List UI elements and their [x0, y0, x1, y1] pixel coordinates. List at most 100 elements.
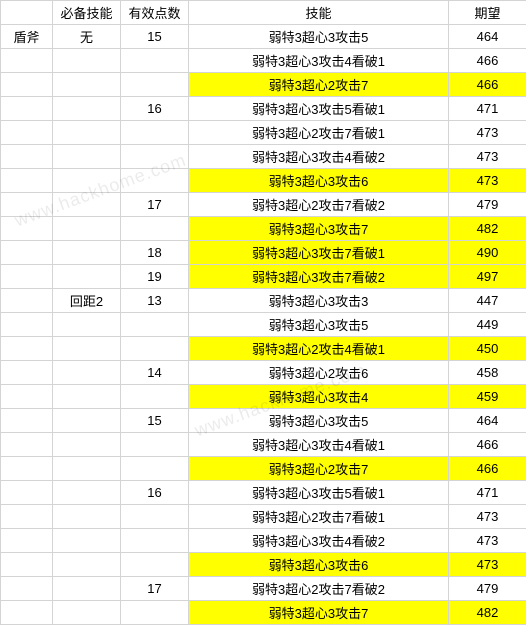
table-row: 弱特3超心2攻击7466 — [1, 73, 526, 97]
cell-skill: 弱特3超心3攻击7 — [189, 601, 449, 625]
cell-skill: 弱特3超心3攻击5 — [189, 313, 449, 337]
cell-required-skill — [53, 505, 121, 529]
cell-expectation: 471 — [449, 97, 526, 121]
cell-effective-points — [121, 385, 189, 409]
cell-effective-points — [121, 169, 189, 193]
table-row: 14弱特3超心2攻击6458 — [1, 361, 526, 385]
table-row: 弱特3超心2攻击7看破1473 — [1, 121, 526, 145]
table-row: 弱特3超心3攻击4看破2473 — [1, 529, 526, 553]
cell-effective-points — [121, 337, 189, 361]
cell-category — [1, 481, 53, 505]
cell-required-skill — [53, 73, 121, 97]
cell-expectation: 466 — [449, 433, 526, 457]
cell-skill: 弱特3超心2攻击7看破1 — [189, 505, 449, 529]
cell-skill: 弱特3超心3攻击5 — [189, 409, 449, 433]
cell-effective-points — [121, 145, 189, 169]
cell-category — [1, 529, 53, 553]
cell-effective-points — [121, 505, 189, 529]
cell-effective-points: 16 — [121, 97, 189, 121]
cell-expectation: 482 — [449, 217, 526, 241]
header-skill: 技能 — [189, 1, 449, 25]
cell-skill: 弱特3超心3攻击5 — [189, 25, 449, 49]
cell-expectation: 464 — [449, 409, 526, 433]
cell-effective-points — [121, 529, 189, 553]
cell-required-skill — [53, 169, 121, 193]
cell-category — [1, 601, 53, 625]
cell-effective-points: 15 — [121, 409, 189, 433]
cell-required-skill: 回距2 — [53, 289, 121, 313]
cell-skill: 弱特3超心3攻击4看破1 — [189, 49, 449, 73]
header-required-skill: 必备技能 — [53, 1, 121, 25]
table-row: 弱特3超心3攻击4看破1466 — [1, 49, 526, 73]
cell-expectation: 466 — [449, 73, 526, 97]
cell-effective-points — [121, 217, 189, 241]
cell-required-skill — [53, 409, 121, 433]
cell-required-skill — [53, 577, 121, 601]
table-row: 15弱特3超心3攻击5464 — [1, 409, 526, 433]
header-row: 必备技能 有效点数 技能 期望 — [1, 1, 526, 25]
cell-effective-points: 18 — [121, 241, 189, 265]
cell-required-skill — [53, 457, 121, 481]
cell-required-skill — [53, 337, 121, 361]
cell-category — [1, 169, 53, 193]
cell-required-skill — [53, 553, 121, 577]
cell-required-skill — [53, 481, 121, 505]
cell-effective-points: 19 — [121, 265, 189, 289]
cell-expectation: 473 — [449, 145, 526, 169]
cell-category — [1, 577, 53, 601]
cell-effective-points — [121, 433, 189, 457]
cell-required-skill — [53, 529, 121, 553]
cell-skill: 弱特3超心3攻击5看破1 — [189, 97, 449, 121]
cell-required-skill — [53, 217, 121, 241]
cell-skill: 弱特3超心3攻击5看破1 — [189, 481, 449, 505]
cell-effective-points — [121, 73, 189, 97]
cell-expectation: 449 — [449, 313, 526, 337]
cell-required-skill: 无 — [53, 25, 121, 49]
cell-category — [1, 337, 53, 361]
cell-skill: 弱特3超心2攻击4看破1 — [189, 337, 449, 361]
skill-table: 必备技能 有效点数 技能 期望 盾斧无15弱特3超心3攻击5464弱特3超心3攻… — [0, 0, 526, 625]
cell-expectation: 459 — [449, 385, 526, 409]
cell-category — [1, 505, 53, 529]
cell-skill: 弱特3超心3攻击7看破1 — [189, 241, 449, 265]
cell-expectation: 473 — [449, 169, 526, 193]
cell-required-skill — [53, 265, 121, 289]
cell-category — [1, 145, 53, 169]
cell-category: 盾斧 — [1, 25, 53, 49]
cell-effective-points — [121, 121, 189, 145]
table-row: 17弱特3超心2攻击7看破2479 — [1, 577, 526, 601]
cell-expectation: 490 — [449, 241, 526, 265]
table-row: 弱特3超心3攻击6473 — [1, 553, 526, 577]
cell-effective-points: 17 — [121, 193, 189, 217]
cell-effective-points: 13 — [121, 289, 189, 313]
cell-expectation: 473 — [449, 529, 526, 553]
cell-effective-points: 14 — [121, 361, 189, 385]
table-row: 弱特3超心2攻击4看破1450 — [1, 337, 526, 361]
table-row: 17弱特3超心2攻击7看破2479 — [1, 193, 526, 217]
cell-expectation: 464 — [449, 25, 526, 49]
cell-skill: 弱特3超心3攻击6 — [189, 553, 449, 577]
cell-skill: 弱特3超心3攻击4看破2 — [189, 145, 449, 169]
cell-effective-points: 15 — [121, 25, 189, 49]
cell-expectation: 466 — [449, 49, 526, 73]
cell-expectation: 473 — [449, 553, 526, 577]
cell-effective-points — [121, 49, 189, 73]
cell-skill: 弱特3超心3攻击4看破2 — [189, 529, 449, 553]
cell-effective-points — [121, 457, 189, 481]
table-row: 弱特3超心3攻击7482 — [1, 601, 526, 625]
cell-expectation: 471 — [449, 481, 526, 505]
cell-skill: 弱特3超心2攻击7看破2 — [189, 577, 449, 601]
cell-category — [1, 265, 53, 289]
cell-required-skill — [53, 97, 121, 121]
header-a — [1, 1, 53, 25]
cell-category — [1, 361, 53, 385]
cell-required-skill — [53, 121, 121, 145]
table-row: 弱特3超心3攻击7482 — [1, 217, 526, 241]
header-effective-points: 有效点数 — [121, 1, 189, 25]
cell-effective-points — [121, 601, 189, 625]
cell-category — [1, 217, 53, 241]
cell-required-skill — [53, 433, 121, 457]
cell-category — [1, 553, 53, 577]
cell-category — [1, 313, 53, 337]
cell-category — [1, 193, 53, 217]
